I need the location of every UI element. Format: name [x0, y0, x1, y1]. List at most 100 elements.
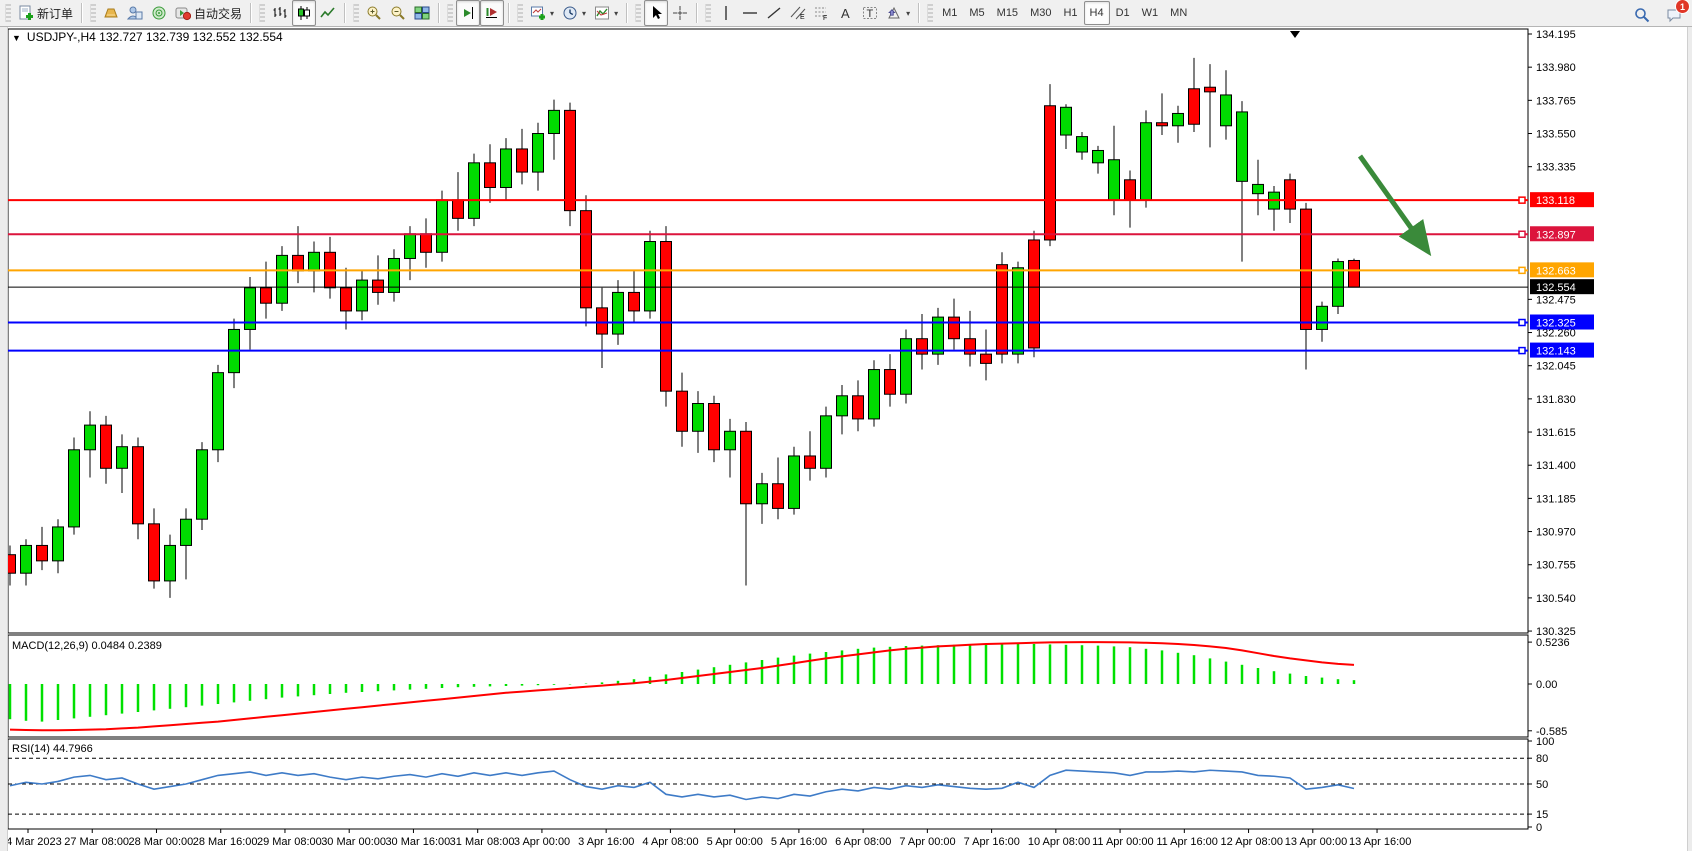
candlestick — [852, 395, 864, 420]
chevron-down-icon[interactable]: ▾ — [550, 8, 555, 18]
candlestick — [964, 338, 976, 355]
zoom-in-button[interactable] — [362, 0, 386, 26]
chart-window: ▼ USDJPY-,H4 132.727 132.739 132.552 132.… — [0, 27, 1692, 851]
toolbar-grip — [5, 4, 11, 22]
candlestick — [900, 338, 912, 395]
toolbar-grip — [90, 4, 97, 22]
trend-arrow-annotation[interactable] — [1357, 154, 1432, 257]
hline-handle[interactable] — [1518, 196, 1526, 204]
line-chart-button[interactable] — [316, 0, 340, 26]
candlestick — [1252, 183, 1264, 195]
candlestick — [708, 403, 720, 451]
svg-text:A: A — [841, 6, 850, 21]
candlestick — [916, 338, 928, 355]
zoom-out-button[interactable] — [386, 0, 410, 26]
candle-chart-button[interactable] — [292, 0, 317, 26]
tile-windows-icon — [414, 5, 430, 21]
price-label: 133.118 — [1536, 195, 1575, 207]
candlestick — [1300, 208, 1312, 330]
chart-shift-icon — [460, 5, 476, 21]
fibonacci-button[interactable]: F — [810, 0, 834, 26]
notification-badge: 1 — [1675, 0, 1690, 14]
macd-axis-label: -0.585 — [1536, 726, 1567, 738]
candlestick — [260, 287, 272, 304]
candlestick — [932, 316, 944, 355]
candlestick — [804, 455, 816, 469]
new-order-button[interactable]: 新订单 — [14, 0, 77, 26]
vertical-line-icon — [718, 5, 734, 21]
toolbar-separator — [696, 3, 699, 23]
timeframe-m5-button[interactable]: M5 — [969, 7, 985, 19]
candlestick — [1156, 122, 1168, 127]
timeframe-m30-button[interactable]: M30 — [1030, 7, 1052, 19]
timeframe-m1-button[interactable]: M1 — [942, 7, 958, 19]
timeframe-d1-button[interactable]: D1 — [1115, 7, 1130, 19]
candlestick — [356, 279, 368, 312]
candlestick — [1012, 267, 1024, 355]
candlestick — [548, 109, 560, 135]
collapse-arrow-icon[interactable]: ▼ — [12, 33, 21, 43]
candlestick — [340, 287, 352, 312]
rsi-axis-label: 100 — [1536, 736, 1554, 748]
market-watch-button[interactable] — [123, 0, 147, 26]
toolbar-separator — [626, 3, 629, 23]
signals-button[interactable] — [147, 0, 171, 26]
candlestick — [500, 148, 512, 189]
new-chart-button[interactable]: ▾ — [526, 0, 558, 26]
window-right-border — [1687, 27, 1692, 851]
time-axis-label: 3 Apr 00:00 — [514, 836, 570, 848]
hline-handle[interactable] — [1518, 318, 1526, 327]
candlestick — [660, 241, 672, 392]
chat-button[interactable]: 1 — [1662, 0, 1690, 28]
timeframe-m15-button[interactable]: M15 — [996, 7, 1019, 19]
cursor-button[interactable] — [644, 0, 669, 26]
toolbar-grip — [635, 4, 642, 22]
candlestick — [180, 518, 192, 546]
price-axis-tick-label: 133.980 — [1536, 62, 1576, 74]
price-axis-tick-label: 131.185 — [1536, 493, 1576, 505]
trend-line-button[interactable] — [762, 0, 786, 26]
candlestick — [20, 544, 32, 574]
candlestick — [612, 291, 624, 335]
text-button[interactable]: A — [834, 0, 858, 26]
period-button[interactable]: ▾ — [558, 0, 590, 26]
candlestick — [36, 544, 48, 562]
candlestick — [84, 424, 96, 451]
candlestick — [772, 483, 784, 509]
timeframe-w1-button[interactable]: W1 — [1141, 7, 1159, 19]
chart-shift-button[interactable] — [456, 0, 481, 26]
candlestick — [1076, 136, 1088, 153]
candlestick — [996, 264, 1008, 355]
auto-scroll-button[interactable] — [480, 0, 505, 26]
chevron-down-icon[interactable]: ▾ — [614, 8, 619, 18]
bar-chart-button[interactable] — [268, 0, 292, 26]
chevron-down-icon[interactable]: ▾ — [906, 8, 911, 18]
hline-handle[interactable] — [1518, 230, 1526, 239]
equidistant-channel-button[interactable]: E — [786, 0, 810, 26]
candlestick — [868, 369, 880, 420]
candlestick — [580, 210, 592, 309]
price-label-box — [1530, 226, 1594, 242]
chart-shift-marker-icon[interactable] — [1290, 31, 1300, 38]
horizontal-line-button[interactable] — [738, 0, 762, 26]
tile-windows-button[interactable] — [410, 0, 434, 26]
price-axis-tick-label: 130.970 — [1536, 527, 1576, 539]
toolbar-separator — [81, 3, 84, 23]
hline-handle[interactable] — [1518, 266, 1526, 275]
shapes-button[interactable]: ▾ — [882, 0, 914, 26]
price-axis-tick-label: 130.540 — [1536, 593, 1576, 605]
hline-handle[interactable] — [1518, 346, 1526, 355]
auto-trading-button[interactable]: 自动交易 — [171, 0, 246, 26]
chevron-down-icon[interactable]: ▾ — [582, 8, 587, 18]
timeframe-mn-button[interactable]: MN — [1170, 7, 1188, 19]
timeframe-h1-button[interactable]: H1 — [1063, 7, 1078, 19]
price-axis-tick-label: 131.615 — [1536, 427, 1576, 439]
trend-line-icon — [766, 5, 782, 21]
text-label-button[interactable]: T — [858, 0, 882, 26]
indicators-button[interactable]: ▾ — [590, 0, 622, 26]
search-button[interactable] — [1630, 2, 1654, 28]
timeframe-h4-button[interactable]: H4 — [1083, 1, 1110, 25]
vertical-line-button[interactable] — [714, 0, 738, 26]
profiles-button[interactable] — [99, 0, 123, 26]
crosshair-button[interactable] — [668, 0, 692, 26]
